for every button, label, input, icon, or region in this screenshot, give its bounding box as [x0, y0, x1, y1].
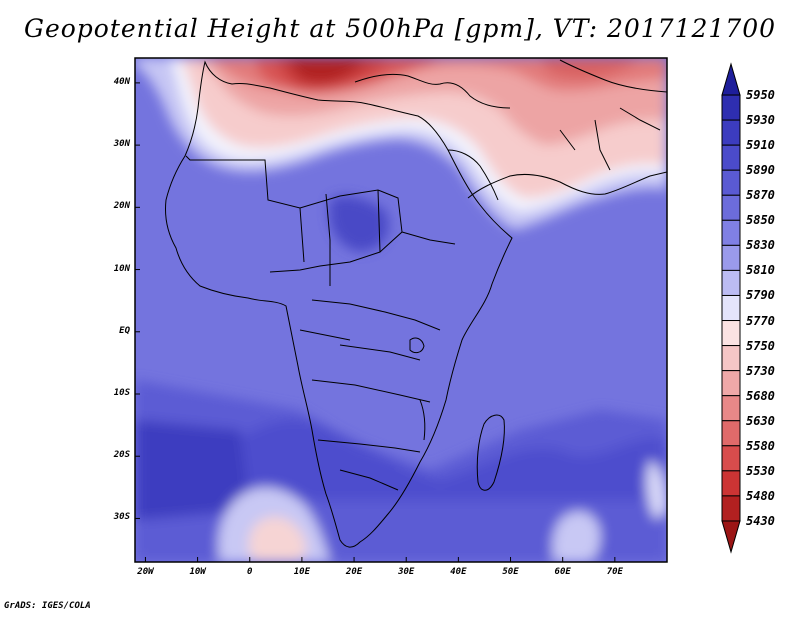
colorbar-swatch: [721, 119, 741, 146]
colorbar-swatch: [721, 420, 741, 447]
lat-label-30s: 30S: [113, 512, 130, 523]
lon-label-40e: 40E: [450, 567, 467, 577]
colorbar-swatch: [721, 94, 741, 121]
central-south-borders: [299, 299, 441, 491]
colorbar-label: 5810: [746, 263, 775, 278]
plot-frame: [134, 57, 668, 563]
lat-label-eq: EQ: [119, 325, 130, 336]
lake-victoria: [409, 337, 425, 354]
colorbar-swatch: [721, 395, 741, 422]
lat-label-20n: 20N: [113, 201, 130, 212]
colorbar-label: 5930: [746, 113, 775, 128]
lat-label-40n: 40N: [113, 76, 130, 87]
lon-label-60e: 60E: [554, 567, 571, 577]
lon-label-0: 0: [247, 567, 253, 577]
lon-label-10w: 10W: [189, 567, 206, 577]
mediterranean-coastline: [354, 73, 511, 109]
contour-band-5480: [290, 58, 365, 82]
colorbar-swatch: [721, 144, 741, 171]
south-atlantic-trough-core: [248, 516, 307, 562]
colorbar-label: 5790: [746, 288, 775, 303]
contour-band-5890: [135, 419, 667, 500]
arabian-coastline: [467, 171, 667, 199]
colorbar-label: 5830: [746, 238, 775, 253]
lon-label-50e: 50E: [502, 567, 519, 577]
map-title: Geopotential Height at 500hPa [gpm], VT:…: [23, 14, 777, 43]
colorbar-label: 5890: [746, 163, 775, 178]
colorbar: [721, 62, 741, 554]
indian-ocean-trough: [552, 511, 601, 562]
colorbar-swatch: [721, 470, 741, 497]
axis-ticks: [135, 82, 616, 562]
lon-label-10e: 10E: [293, 567, 311, 577]
colorbar-swatch: [721, 219, 741, 246]
colorbar-swatch: [721, 269, 741, 296]
colorbar-swatch: [721, 320, 741, 347]
colorbar-bottom-arrow: [721, 520, 741, 554]
colorbar-swatch: [721, 194, 741, 221]
colorbar-label: 5750: [746, 338, 775, 353]
sahel-borders: [185, 155, 403, 273]
colorbar-label: 5680: [746, 388, 775, 403]
colorbar-label: 5910: [746, 138, 775, 153]
colorbar-label: 5730: [746, 363, 775, 378]
colorbar-swatch: [721, 294, 741, 322]
africa-coastline: [165, 60, 513, 548]
colorbar-swatch: [721, 445, 741, 472]
colorbar-swatch: [721, 495, 741, 522]
colorbar-label: 5580: [746, 438, 775, 453]
lon-label-30e: 30E: [398, 567, 415, 577]
central-asia-border: [559, 59, 667, 93]
colorbar-label: 5530: [746, 463, 775, 478]
colorbar-label: 5950: [746, 88, 775, 103]
colorbar-label: 5480: [746, 488, 775, 503]
lon-label-70e: 70E: [606, 567, 623, 577]
lat-label-20s: 20S: [113, 450, 130, 461]
colorbar-label: 5770: [746, 313, 775, 328]
coastlines: [165, 59, 667, 548]
red-sea-coastline: [447, 149, 499, 201]
colorbar-swatch: [721, 370, 741, 397]
colorbar-label: 5850: [746, 213, 775, 228]
saharan-borders: [299, 189, 456, 286]
colorbar-swatch: [721, 345, 741, 372]
lat-label-10s: 10S: [113, 388, 130, 398]
grads-credit: GrADS: IGES/COLA: [4, 601, 91, 611]
height-field: [135, 58, 667, 562]
colorbar-label: 5630: [746, 413, 775, 428]
middle-east-borders: [559, 107, 661, 171]
lon-label-20w: 20W: [137, 567, 154, 577]
colorbar-label: 5870: [746, 188, 775, 203]
lake-malawi: [419, 399, 426, 441]
colorbar-label: 5430: [746, 513, 775, 528]
lat-label-10n: 10N: [113, 263, 130, 274]
sahara-high-core: [329, 195, 389, 252]
lon-label-20e: 20E: [345, 567, 363, 577]
madagascar-coastline: [476, 414, 505, 491]
east-trough: [646, 460, 667, 520]
colorbar-swatch: [721, 169, 741, 196]
contour-band-5910-west: [135, 420, 250, 520]
lat-label-30n: 30N: [113, 139, 130, 150]
colorbar-top-arrow: [721, 62, 741, 96]
colorbar-swatch: [721, 244, 741, 271]
